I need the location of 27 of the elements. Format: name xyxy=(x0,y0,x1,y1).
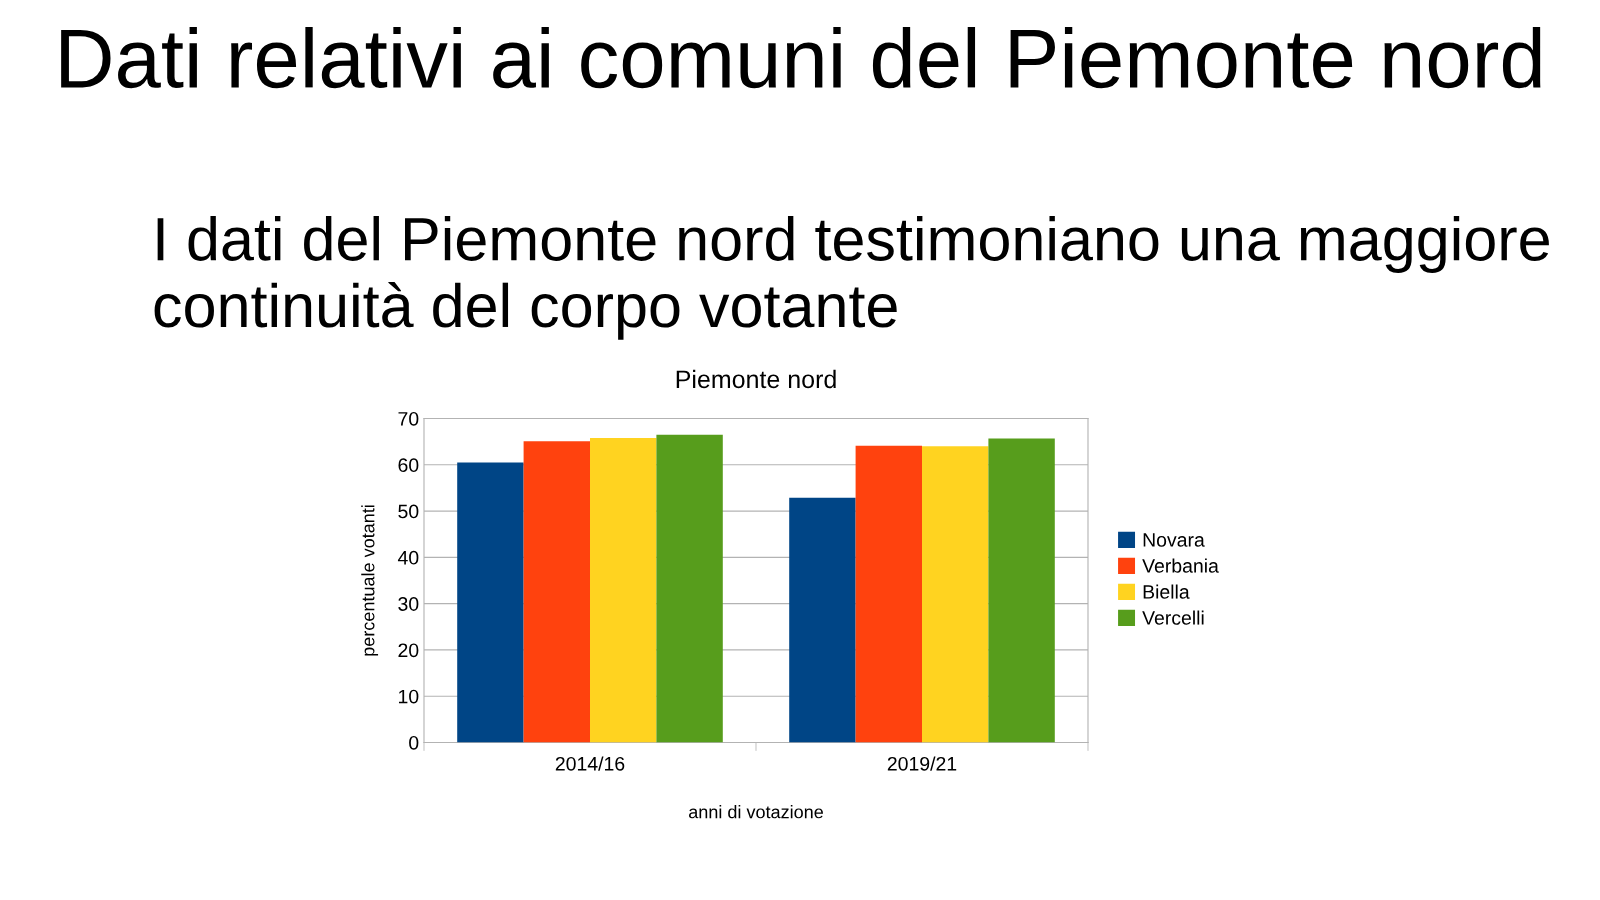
y-tick-label: 30 xyxy=(398,597,419,611)
legend-label: Vercelli xyxy=(1142,610,1204,625)
y-tick-label: 20 xyxy=(398,643,419,658)
legend-label: Novara xyxy=(1143,533,1205,547)
bar xyxy=(789,497,856,743)
y-tick-label: 50 xyxy=(398,504,419,519)
y-tick-label: 0 xyxy=(409,735,419,750)
text: I dati del Piemonte nord testimoniano una maggiore continuità del corpo votante xyxy=(154,216,1549,340)
legend-label: Verbania xyxy=(1142,558,1219,573)
bar xyxy=(922,446,989,743)
y-tick-label: 10 xyxy=(399,689,419,704)
bar xyxy=(590,437,657,743)
bar xyxy=(457,462,524,743)
text: Dati relativi ai comuni del Piemonte nord xyxy=(61,27,1541,89)
y-tick-label: 40 xyxy=(397,550,419,565)
x-tick-label: 2014/16 xyxy=(555,756,625,771)
chart-title: Piemonte nord xyxy=(676,369,836,389)
y-tick-label: 70 xyxy=(398,411,419,426)
bar xyxy=(523,441,590,743)
bar xyxy=(855,445,922,743)
x-axis-title: anni di votazione xyxy=(689,805,823,819)
bar xyxy=(656,434,723,743)
y-axis-title: percentuale votanti xyxy=(361,505,379,656)
bar xyxy=(988,438,1055,743)
y-tick-label: 60 xyxy=(398,458,419,473)
legend-label: Biella xyxy=(1143,584,1190,599)
x-tick-label: 2019/21 xyxy=(887,756,957,771)
